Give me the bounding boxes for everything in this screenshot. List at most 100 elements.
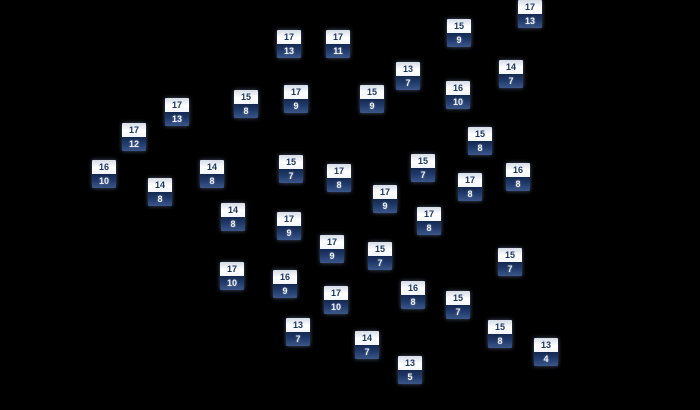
counter-bottom-value: 9	[277, 226, 301, 240]
counter-top-value: 13	[396, 62, 420, 76]
unit-counter[interactable]: 17 9	[277, 212, 301, 240]
unit-counter[interactable]: 17 8	[458, 173, 482, 201]
counter-top-value: 14	[355, 331, 379, 345]
counter-top-value: 17	[373, 185, 397, 199]
counter-top-value: 15	[498, 248, 522, 262]
unit-counter[interactable]: 15 7	[279, 155, 303, 183]
counter-bottom-value: 8	[221, 217, 245, 231]
counter-top-value: 15	[446, 291, 470, 305]
counter-top-value: 14	[221, 203, 245, 217]
counter-top-value: 17	[417, 207, 441, 221]
counter-top-value: 14	[499, 60, 523, 74]
unit-counter[interactable]: 13 7	[396, 62, 420, 90]
counter-bottom-value: 9	[373, 199, 397, 213]
counter-bottom-value: 8	[488, 334, 512, 348]
counter-top-value: 16	[401, 281, 425, 295]
counter-bottom-value: 4	[534, 352, 558, 366]
counter-bottom-value: 9	[447, 33, 471, 47]
unit-counter[interactable]: 14 7	[355, 331, 379, 359]
counter-top-value: 15	[411, 154, 435, 168]
counter-bottom-value: 7	[411, 168, 435, 182]
unit-counter[interactable]: 15 8	[234, 90, 258, 118]
unit-counter[interactable]: 17 11	[326, 30, 350, 58]
counter-top-value: 15	[234, 90, 258, 104]
counter-bottom-value: 7	[499, 74, 523, 88]
unit-counter[interactable]: 17 8	[327, 164, 351, 192]
counter-top-value: 16	[273, 270, 297, 284]
counter-top-value: 16	[506, 163, 530, 177]
unit-counter[interactable]: 17 12	[122, 123, 146, 151]
counter-bottom-value: 7	[396, 76, 420, 90]
unit-counter[interactable]: 17 8	[417, 207, 441, 235]
unit-counter[interactable]: 17 10	[220, 262, 244, 290]
counter-top-value: 17	[327, 164, 351, 178]
counter-bottom-value: 8	[234, 104, 258, 118]
counter-bottom-value: 8	[468, 141, 492, 155]
unit-counter[interactable]: 13 7	[286, 318, 310, 346]
unit-counter[interactable]: 16 9	[273, 270, 297, 298]
counter-top-value: 13	[398, 356, 422, 370]
counter-top-value: 15	[488, 320, 512, 334]
counter-bottom-value: 10	[220, 276, 244, 290]
unit-counter[interactable]: 15 8	[468, 127, 492, 155]
unit-counter[interactable]: 14 8	[148, 178, 172, 206]
counter-bottom-value: 7	[286, 332, 310, 346]
counter-top-value: 17	[277, 212, 301, 226]
counter-top-value: 15	[360, 85, 384, 99]
counter-bottom-value: 10	[92, 174, 116, 188]
counter-top-value: 15	[368, 242, 392, 256]
counter-bottom-value: 8	[148, 192, 172, 206]
unit-counter[interactable]: 15 9	[360, 85, 384, 113]
unit-counter[interactable]: 15 7	[446, 291, 470, 319]
unit-counter[interactable]: 16 8	[401, 281, 425, 309]
counter-bottom-value: 8	[506, 177, 530, 191]
unit-counter[interactable]: 17 13	[277, 30, 301, 58]
counter-bottom-value: 7	[355, 345, 379, 359]
counter-bottom-value: 8	[327, 178, 351, 192]
counter-top-value: 16	[92, 160, 116, 174]
counter-bottom-value: 5	[398, 370, 422, 384]
unit-counter[interactable]: 15 7	[411, 154, 435, 182]
counter-top-value: 17	[165, 98, 189, 112]
counter-top-value: 17	[277, 30, 301, 44]
counter-bottom-value: 7	[498, 262, 522, 276]
unit-counter[interactable]: 13 5	[398, 356, 422, 384]
unit-counter[interactable]: 17 13	[165, 98, 189, 126]
counter-bottom-value: 7	[446, 305, 470, 319]
counter-top-value: 17	[326, 30, 350, 44]
counter-top-value: 17	[220, 262, 244, 276]
counter-bottom-value: 10	[324, 300, 348, 314]
unit-counter[interactable]: 16 8	[506, 163, 530, 191]
unit-counter[interactable]: 14 8	[221, 203, 245, 231]
unit-counter[interactable]: 16 10	[92, 160, 116, 188]
unit-counter[interactable]: 14 8	[200, 160, 224, 188]
counter-top-value: 17	[320, 235, 344, 249]
unit-counter[interactable]: 17 10	[324, 286, 348, 314]
unit-counter[interactable]: 13 4	[534, 338, 558, 366]
unit-counter[interactable]: 15 7	[368, 242, 392, 270]
counter-top-value: 15	[447, 19, 471, 33]
unit-counter[interactable]: 17 9	[284, 85, 308, 113]
counter-top-value: 13	[286, 318, 310, 332]
counter-top-value: 17	[458, 173, 482, 187]
counter-top-value: 14	[200, 160, 224, 174]
unit-counter[interactable]: 17 9	[373, 185, 397, 213]
counter-bottom-value: 12	[122, 137, 146, 151]
counter-top-value: 13	[534, 338, 558, 352]
counter-bottom-value: 8	[401, 295, 425, 309]
unit-counter[interactable]: 15 9	[447, 19, 471, 47]
unit-counter[interactable]: 17 9	[320, 235, 344, 263]
counter-bottom-value: 9	[320, 249, 344, 263]
unit-counter[interactable]: 15 8	[488, 320, 512, 348]
unit-counter[interactable]: 16 10	[446, 81, 470, 109]
counter-bottom-value: 7	[368, 256, 392, 270]
unit-counter[interactable]: 14 7	[499, 60, 523, 88]
counter-top-value: 15	[468, 127, 492, 141]
counter-bottom-value: 10	[446, 95, 470, 109]
unit-counter[interactable]: 17 13	[518, 0, 542, 28]
counter-top-value: 17	[284, 85, 308, 99]
counter-bottom-value: 8	[200, 174, 224, 188]
counter-top-value: 16	[446, 81, 470, 95]
unit-counter[interactable]: 15 7	[498, 248, 522, 276]
